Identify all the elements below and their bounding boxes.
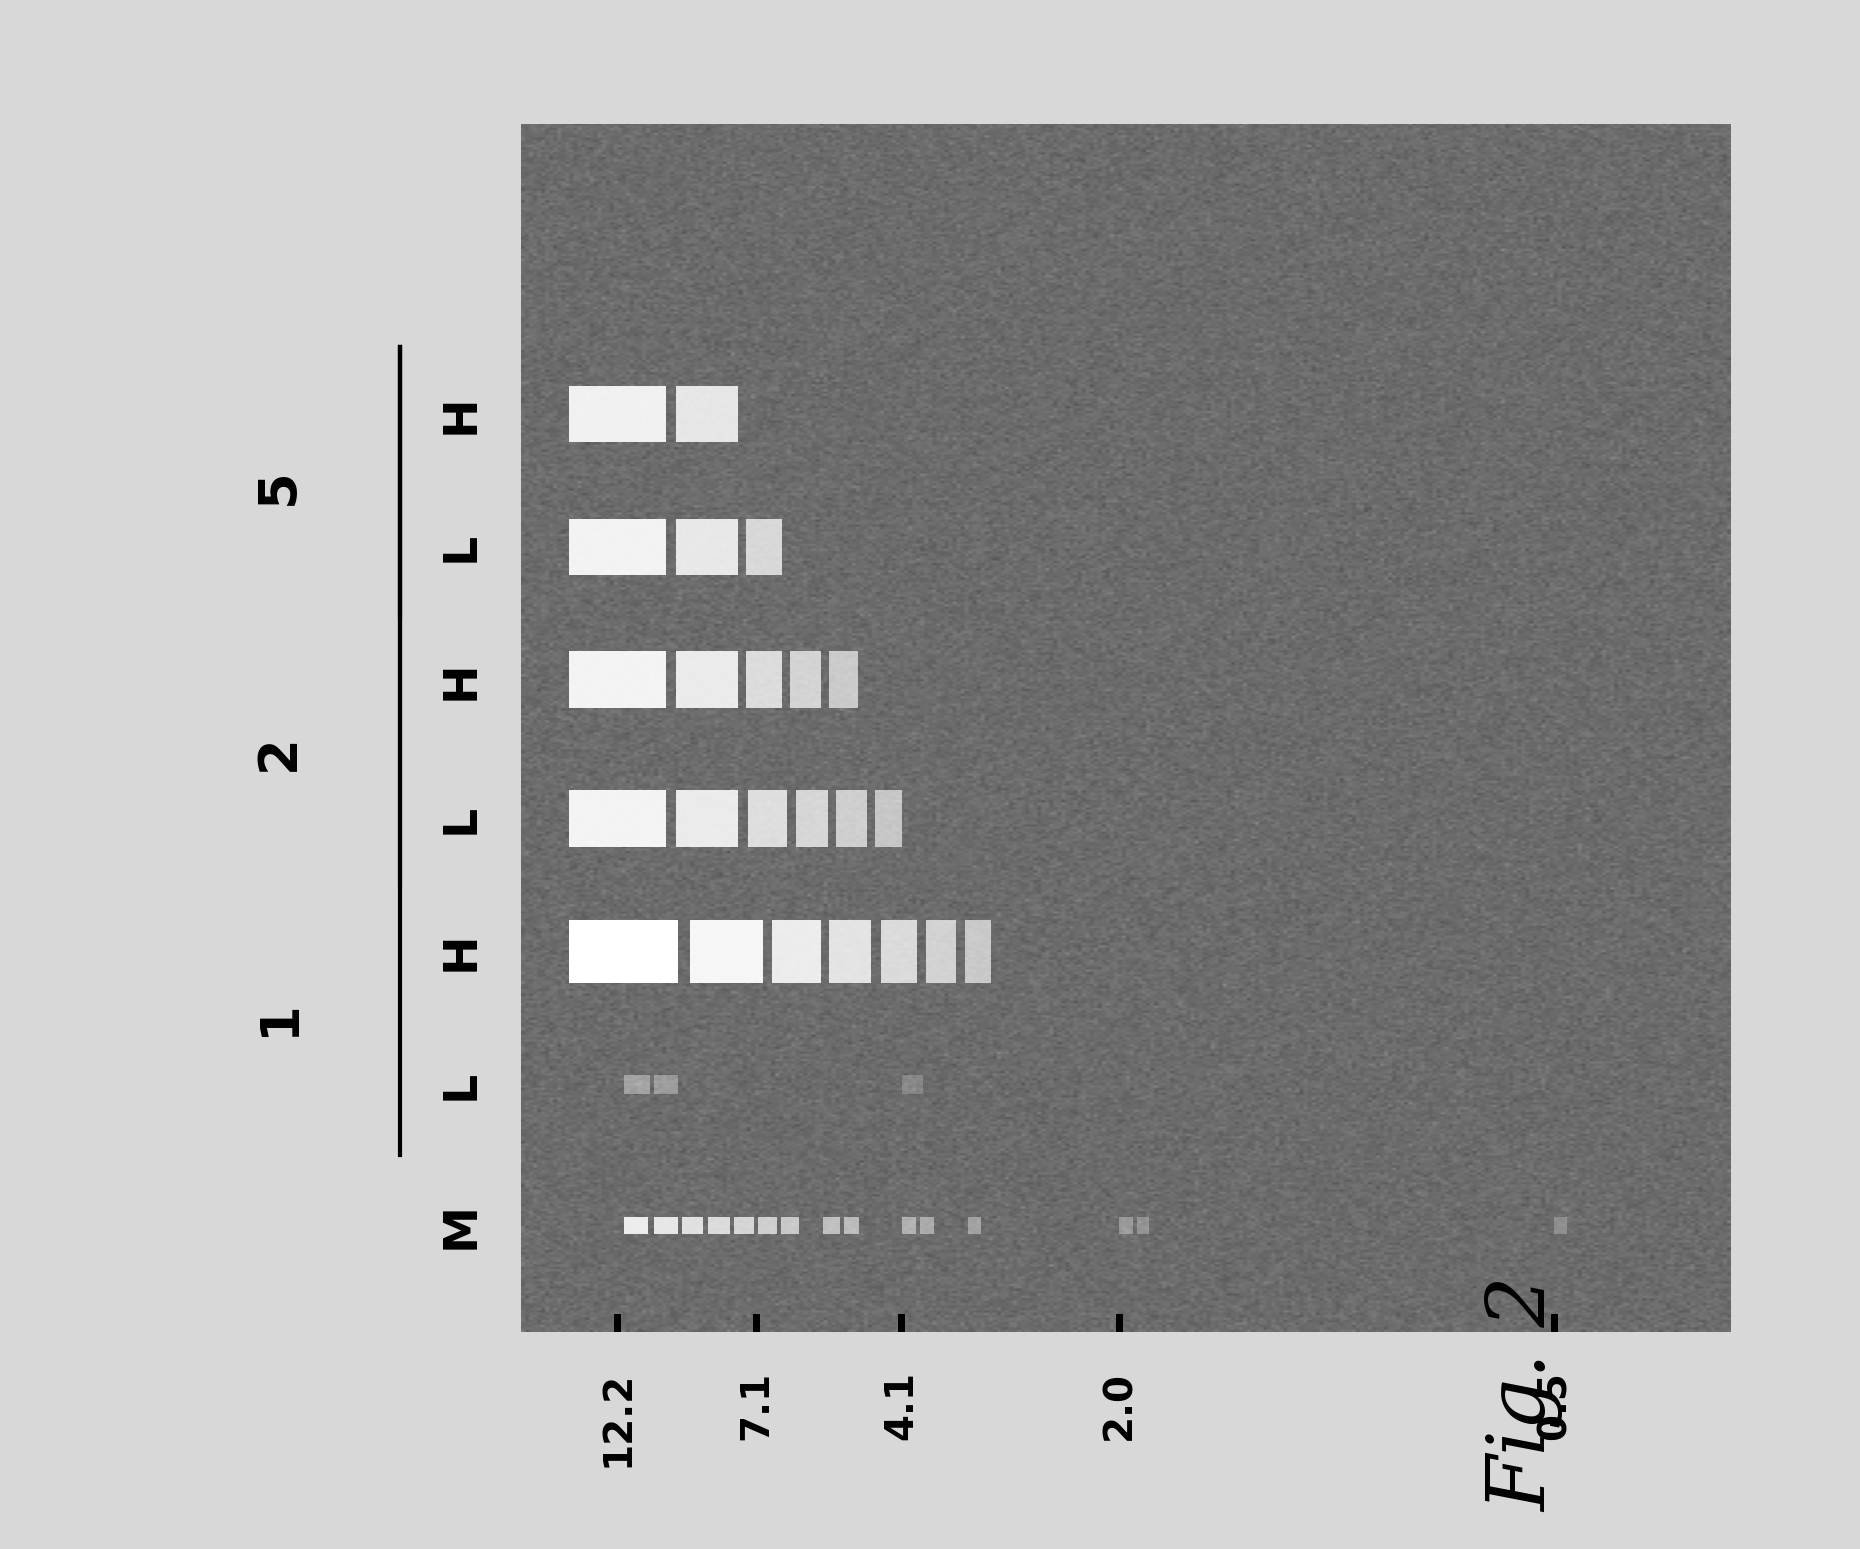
Bar [655,1218,677,1235]
Bar [1116,1314,1123,1332]
Text: 0.5: 0.5 [1536,1371,1574,1439]
Bar [569,920,677,984]
Bar [898,1314,906,1332]
Bar [655,1075,677,1094]
Text: 5: 5 [253,468,305,505]
Bar [874,790,902,847]
Bar [1551,1314,1559,1332]
Bar [623,1075,651,1094]
Text: H: H [439,932,484,971]
Text: M: M [439,1202,484,1250]
Bar [623,1218,647,1235]
Text: 1: 1 [253,999,305,1036]
Text: 12.2: 12.2 [599,1371,636,1467]
Bar [926,920,956,984]
Bar [681,1218,703,1235]
Bar [965,920,991,984]
Bar [675,519,738,575]
Bar [757,1218,777,1235]
Text: 4.1: 4.1 [884,1371,921,1441]
Bar [733,1218,753,1235]
Bar [844,1218,859,1235]
Bar [675,386,738,441]
Bar [822,1218,841,1235]
Text: L: L [439,531,484,562]
Bar [675,652,738,708]
Bar [790,652,820,708]
Bar [746,652,781,708]
Text: L: L [439,1069,484,1100]
Bar [753,1314,761,1332]
Bar [1120,1218,1133,1235]
Bar [837,790,867,847]
Bar [569,652,666,708]
Bar [614,1314,621,1332]
Bar [796,790,828,847]
Bar [1555,1218,1566,1235]
Bar [967,1218,982,1235]
Bar [830,652,857,708]
Bar [569,386,666,441]
Bar [748,790,787,847]
Bar [709,1218,729,1235]
Bar [919,1218,934,1235]
Bar [746,519,781,575]
Text: 2.0: 2.0 [1101,1371,1138,1441]
Bar [781,1218,800,1235]
Text: H: H [439,393,484,434]
Text: L: L [439,804,484,833]
Bar [675,790,738,847]
Bar [902,1075,923,1094]
Bar [830,920,872,984]
Bar [1138,1218,1149,1235]
Bar [569,519,666,575]
Text: 2: 2 [253,734,305,770]
Bar [569,790,666,847]
Bar [882,920,917,984]
Bar [902,1218,917,1235]
Text: 7.1: 7.1 [738,1371,776,1441]
Bar [690,920,763,984]
Bar [772,920,820,984]
Text: H: H [439,660,484,700]
Text: Fig. 2: Fig. 2 [1486,1276,1564,1512]
